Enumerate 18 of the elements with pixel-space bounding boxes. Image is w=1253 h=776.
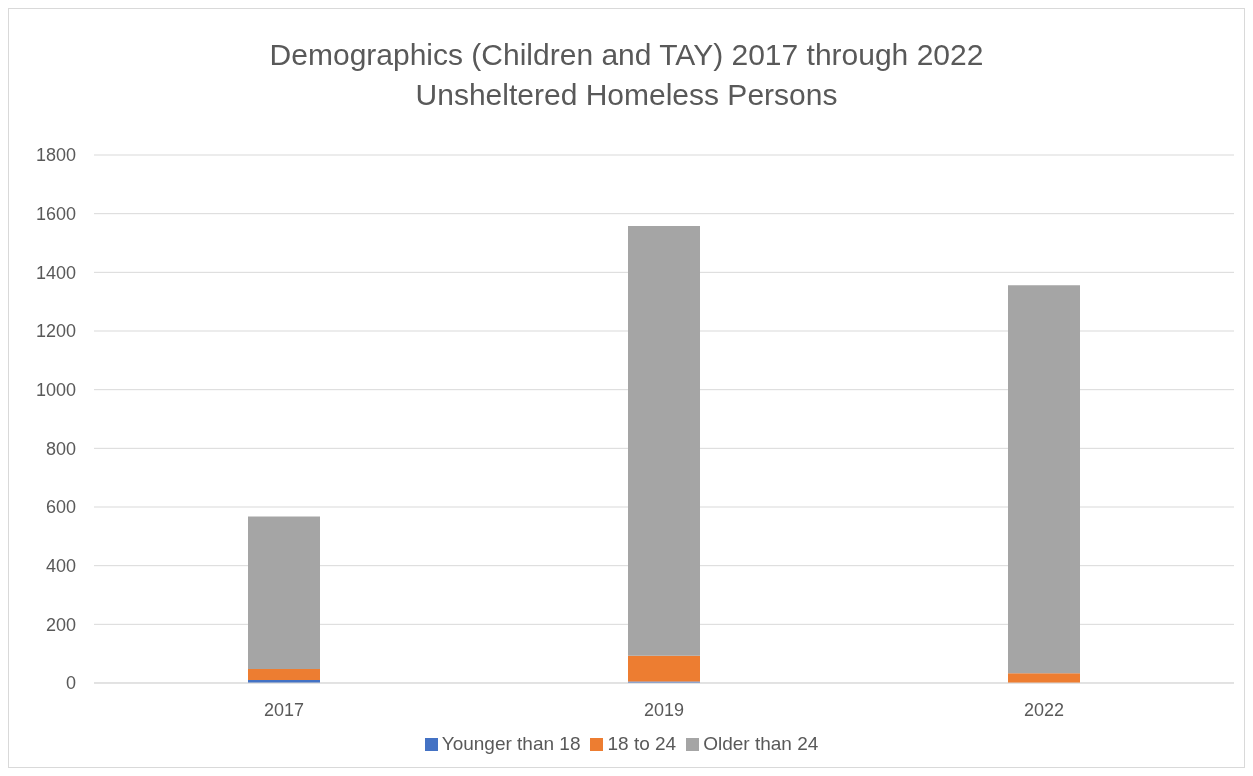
y-tick-label: 1200: [35, 321, 76, 342]
x-tick-label: 2017: [263, 699, 305, 720]
y-tick-label: 0: [65, 673, 76, 694]
legend-label: 18 to 24: [607, 733, 677, 754]
x-tick-label: 2022: [1023, 699, 1065, 720]
y-tick-label: 1800: [35, 145, 76, 166]
chart-subtitle: Unsheltered Homeless Persons: [414, 77, 839, 113]
y-tick-label: 1400: [35, 262, 76, 283]
chart-title: Demographics (Children and TAY) 2017 through 2022: [268, 37, 985, 73]
y-tick-label: 600: [45, 497, 76, 518]
y-tick-label: 1000: [35, 380, 76, 401]
legend-label: Older than 24: [703, 733, 819, 754]
legend-label: Younger than 18: [441, 733, 581, 754]
y-tick-label: 200: [45, 614, 76, 635]
y-tick-label: 1600: [35, 204, 76, 225]
y-tick-label: 800: [45, 438, 76, 459]
x-tick-label: 2019: [643, 699, 685, 720]
y-tick-label: 400: [45, 556, 76, 577]
